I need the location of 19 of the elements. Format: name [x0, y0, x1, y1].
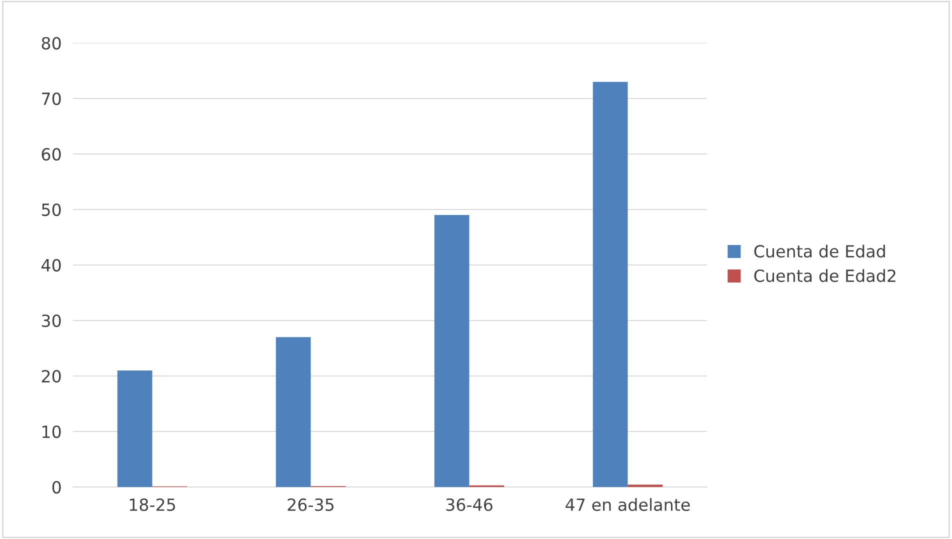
y-tick-label: 70	[42, 92, 61, 106]
bar	[117, 370, 152, 487]
bar	[592, 82, 628, 487]
bar	[276, 337, 311, 487]
x-tick-label: 36-46	[446, 498, 492, 512]
bar	[434, 215, 470, 487]
y-tick-label: 50	[42, 203, 61, 216]
y-tick-label: 10	[42, 425, 61, 438]
x-tick-label: 26-35	[288, 498, 334, 512]
y-tick-label: 0	[52, 480, 61, 494]
x-tick-label: 18-25	[130, 498, 176, 512]
y-tick-label: 30	[42, 314, 61, 328]
legend-label: Cuenta de Edad2	[754, 269, 896, 282]
y-tick-label: 40	[41, 258, 61, 272]
y-tick-label: 20	[42, 370, 61, 383]
x-tick-label: 47 en adelante	[566, 498, 690, 512]
y-tick-label: 60	[42, 148, 61, 161]
legend-label: Cuenta de Edad	[754, 244, 885, 258]
y-tick-label: 80	[42, 36, 61, 50]
